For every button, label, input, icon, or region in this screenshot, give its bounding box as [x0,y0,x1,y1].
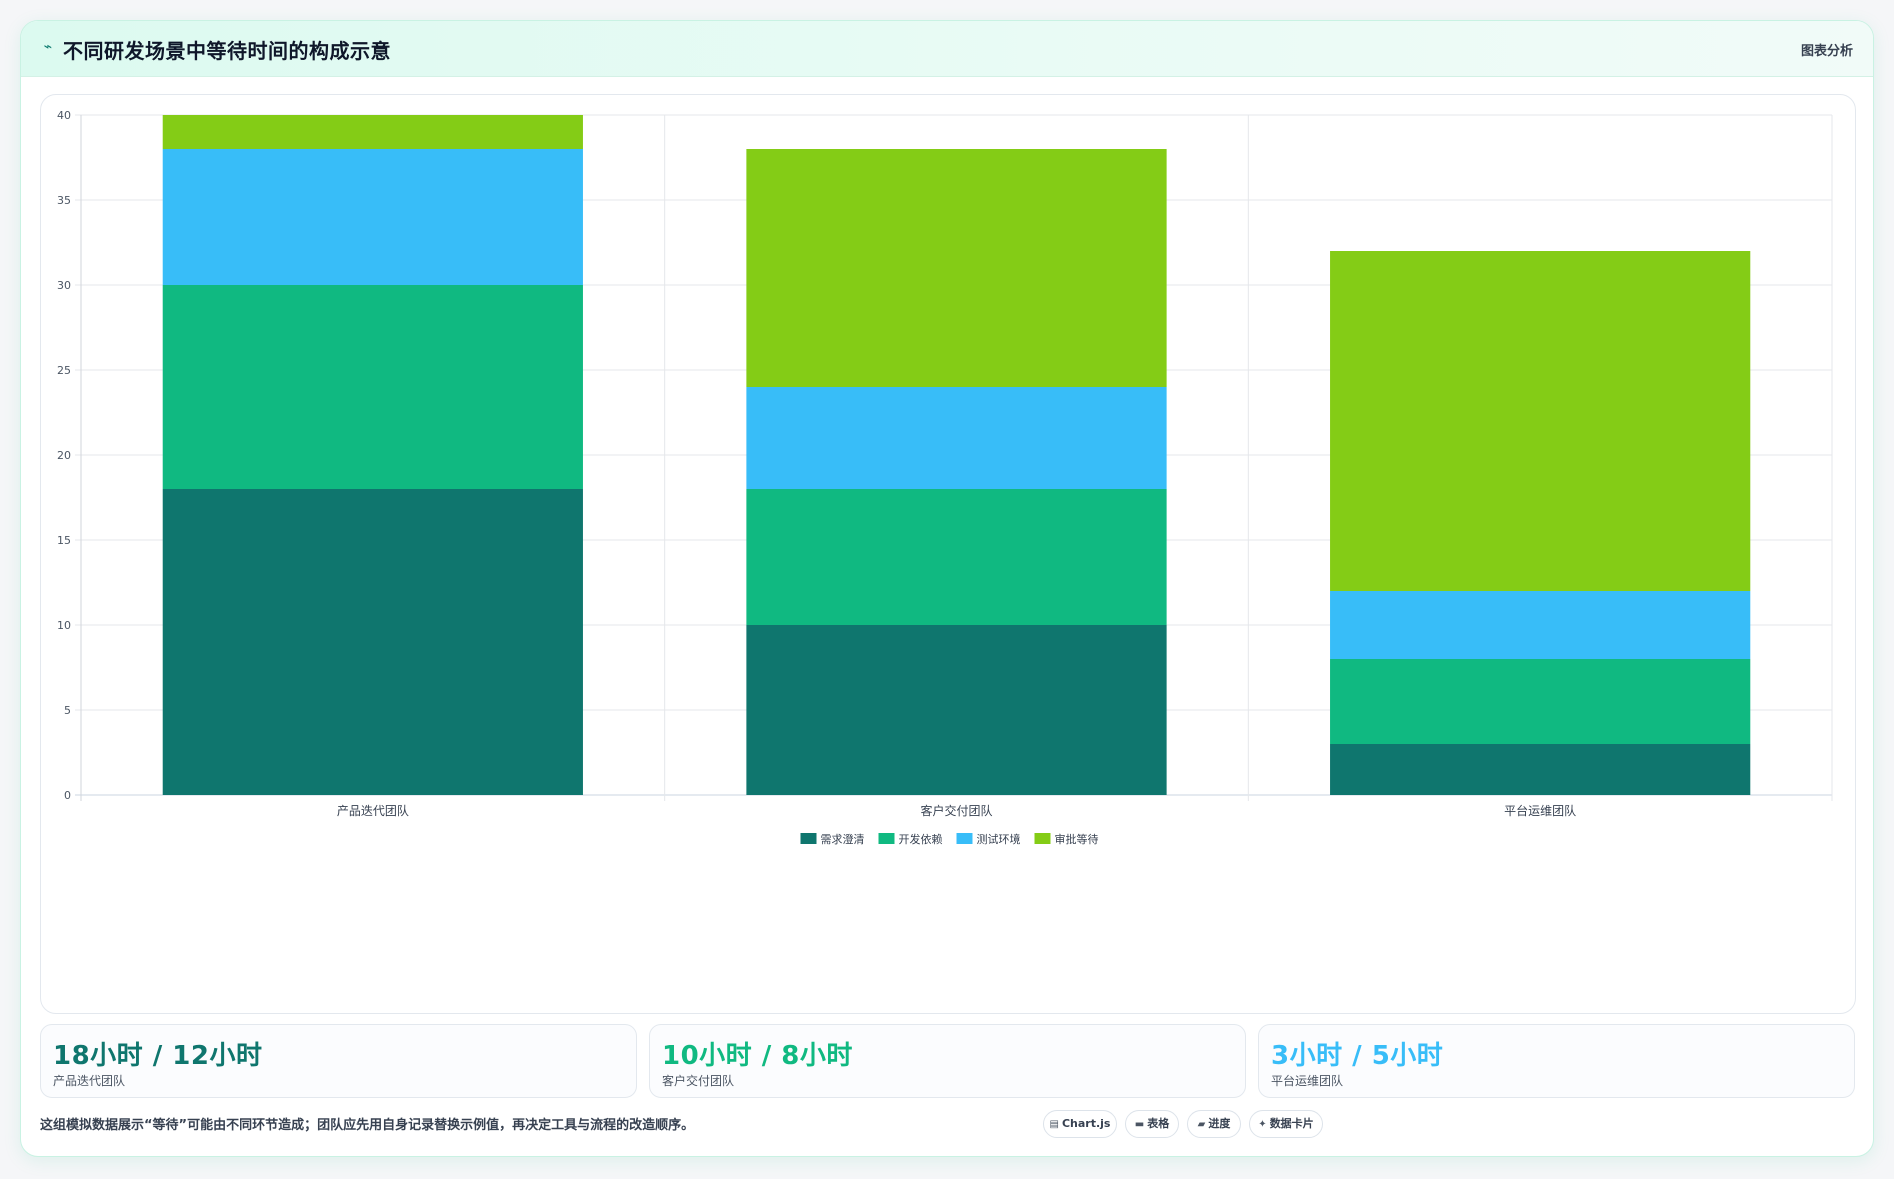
card-header: ⌁ 不同研发场景中等待时间的构成示意 图表分析 [21,21,1873,77]
stat-label: 平台运维团队 [1271,1074,1344,1088]
y-tick-label: 35 [57,194,71,207]
bar-segment [1330,591,1751,659]
tag-table[interactable]: ▬ 表格 [1125,1110,1179,1138]
tag-label: 进度 [1208,1117,1231,1130]
progress-icon: ▰ [1197,1119,1206,1130]
bar-segment [746,149,1167,387]
bar-segment [1330,744,1751,795]
y-tick-label: 40 [57,109,71,122]
stat-value: 3小时 / 5小时 [1271,1041,1444,1071]
legend-label: 审批等待 [1055,832,1099,846]
legend-label: 开发依赖 [899,832,943,846]
trend-line-icon: ⌁ [43,39,53,55]
card-icon: ✦ [1258,1119,1267,1130]
bar-segment [162,489,583,795]
chart-title: 不同研发场景中等待时间的构成示意 [63,39,391,63]
y-tick-label: 25 [57,364,71,377]
legend-swatch [800,833,817,844]
footer-note: 这组模拟数据展示“等待”可能由不同环节造成；团队应先用自身记录替换示例值，再决定… [40,1118,695,1133]
tag-chartjs[interactable]: ▤ Chart.js [1043,1110,1117,1138]
chart-panel: 0 5 10 15 20 25 30 35 40 产品迭代团队 客户交付团队 平台运维团队需求澄清 开发… [40,94,1856,1014]
bar-segment [746,625,1167,795]
bar-segment [162,149,583,285]
legend-swatch [956,833,973,844]
chart-icon: ▤ [1049,1119,1059,1130]
x-tick-label: 平台运维团队 [1504,803,1576,818]
stat-label: 客户交付团队 [662,1074,735,1088]
bar-segment [162,285,583,489]
y-tick-label: 10 [57,619,71,632]
legend-swatch [878,833,895,844]
stat-value: 10小时 / 8小时 [662,1041,853,1071]
stat-card: 3小时 / 5小时 平台运维团队 [1258,1024,1855,1098]
bar-segment [1330,251,1751,591]
tag-label: 数据卡片 [1269,1117,1314,1130]
x-tick-label: 产品迭代团队 [337,803,409,818]
bar-segment [162,115,583,149]
y-tick-label: 30 [57,279,71,292]
y-tick-label: 15 [57,534,71,547]
stat-value: 18小时 / 12小时 [53,1041,263,1071]
y-tick-label: 5 [64,704,71,717]
tag-label: Chart.js [1061,1117,1111,1130]
y-tick-label: 0 [64,789,71,802]
chart-analysis-button[interactable]: 图表分析 [1800,44,1853,59]
tag-progress[interactable]: ▰ 进度 [1187,1110,1241,1138]
stat-card: 18小时 / 12小时 产品迭代团队 [40,1024,637,1098]
bar-segment [746,489,1167,625]
bar-segment [1330,659,1751,744]
table-icon: ▬ [1134,1119,1145,1130]
tag-label: 表格 [1147,1117,1170,1130]
legend-label: 测试环境 [977,832,1021,846]
y-tick-label: 20 [57,449,71,462]
chart-card: ⌁ 不同研发场景中等待时间的构成示意 图表分析 0 5 10 15 20 25 30 35 40… [20,20,1874,1157]
stat-label: 产品迭代团队 [53,1074,126,1088]
stat-card: 10小时 / 8小时 客户交付团队 [649,1024,1246,1098]
bar-segment [746,387,1167,489]
x-tick-label: 客户交付团队 [920,803,992,818]
legend-swatch [1034,833,1051,844]
legend-label: 需求澄清 [821,832,865,846]
tag-data-card[interactable]: ✦ 数据卡片 [1249,1110,1323,1138]
stat-cards: 18小时 / 12小时 产品迭代团队 10小时 / 8小时 客户交付团队 3小时… [40,1024,1856,1098]
